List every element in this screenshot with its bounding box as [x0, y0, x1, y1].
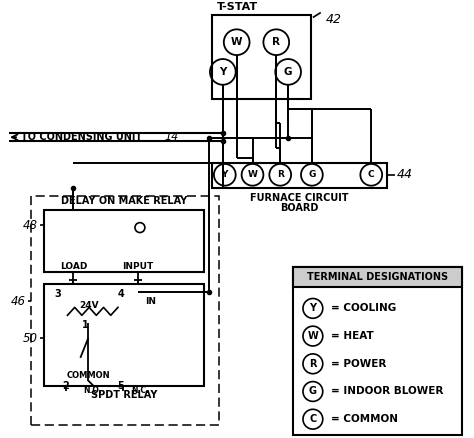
Text: T-STAT: T-STAT	[217, 2, 258, 11]
Text: = COOLING: = COOLING	[331, 304, 396, 313]
Text: Y: Y	[310, 304, 316, 313]
Text: = COMMON: = COMMON	[331, 414, 398, 424]
Text: G: G	[308, 170, 316, 179]
Bar	[212, 14, 311, 99]
Text: 5: 5	[118, 381, 124, 391]
Text: G: G	[284, 67, 292, 77]
Bar	[293, 267, 462, 435]
Text: W: W	[231, 37, 242, 47]
Text: W: W	[247, 170, 257, 179]
Text: COMMON: COMMON	[66, 371, 110, 380]
Text: Y: Y	[222, 170, 228, 179]
Text: IN: IN	[145, 297, 155, 306]
Text: DELAY ON MAKE RELAY: DELAY ON MAKE RELAY	[61, 197, 187, 206]
Text: 2: 2	[62, 381, 69, 391]
Text: = HEAT: = HEAT	[331, 331, 374, 341]
Bar	[293, 267, 462, 286]
Text: N.O.: N.O.	[83, 385, 102, 395]
Text: TERMINAL DESIGNATIONS: TERMINAL DESIGNATIONS	[307, 272, 448, 282]
Text: Y: Y	[219, 67, 227, 77]
Text: 14: 14	[164, 132, 179, 142]
Text: R: R	[309, 359, 317, 369]
Text: BOARD: BOARD	[280, 204, 319, 213]
Bar	[44, 284, 204, 385]
Text: 44: 44	[397, 168, 413, 181]
Text: W: W	[308, 331, 318, 341]
Text: 1: 1	[82, 320, 88, 330]
Bar	[212, 163, 387, 187]
Text: LOAD: LOAD	[60, 262, 87, 271]
Text: 42: 42	[326, 13, 342, 25]
Text: 3: 3	[54, 289, 61, 299]
Text: 46: 46	[11, 295, 26, 308]
Text: = INDOOR BLOWER: = INDOOR BLOWER	[331, 386, 443, 396]
Text: R: R	[272, 37, 280, 47]
Text: FURNACE CIRCUIT: FURNACE CIRCUIT	[250, 193, 349, 203]
Bar	[31, 196, 219, 425]
Text: TO CONDENSING UNIT: TO CONDENSING UNIT	[21, 132, 142, 142]
Bar	[44, 210, 204, 272]
Text: SPDT RELAY: SPDT RELAY	[91, 389, 157, 399]
Text: INPUT: INPUT	[122, 262, 154, 271]
Text: 48: 48	[23, 219, 38, 232]
Text: 50: 50	[23, 332, 38, 345]
Text: C: C	[368, 170, 374, 179]
Text: C: C	[309, 414, 317, 424]
Text: N.C.: N.C.	[131, 385, 149, 395]
Text: = POWER: = POWER	[331, 359, 386, 369]
Text: 24V: 24V	[80, 301, 99, 310]
Text: G: G	[309, 386, 317, 396]
Text: 4: 4	[118, 289, 124, 299]
Text: R: R	[277, 170, 283, 179]
